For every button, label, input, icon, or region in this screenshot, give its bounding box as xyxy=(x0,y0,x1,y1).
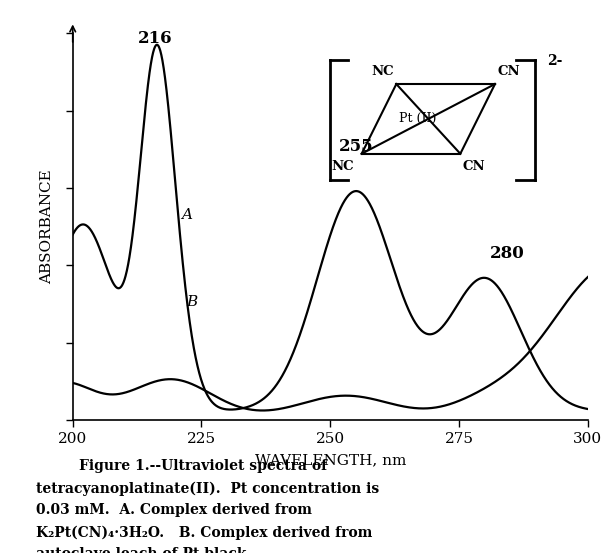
Text: 280: 280 xyxy=(490,244,525,262)
Text: 2-: 2- xyxy=(547,54,562,68)
Y-axis label: ABSORBANCE: ABSORBANCE xyxy=(40,169,54,284)
Text: CN: CN xyxy=(463,160,485,173)
Text: B: B xyxy=(186,295,198,309)
Text: NC: NC xyxy=(371,65,394,78)
Text: NC: NC xyxy=(331,160,354,173)
X-axis label: WAVELENGTH, nm: WAVELENGTH, nm xyxy=(255,453,406,467)
Text: K₂Pt(CN)₄·3H₂O.   B. Complex derived from: K₂Pt(CN)₄·3H₂O. B. Complex derived from xyxy=(36,525,373,540)
Text: Pt (II): Pt (II) xyxy=(399,112,436,126)
Text: A: A xyxy=(181,208,192,222)
Text: 216: 216 xyxy=(138,30,173,47)
Text: autoclave leach of Pt black.: autoclave leach of Pt black. xyxy=(36,547,251,553)
Text: CN: CN xyxy=(498,65,521,78)
Text: Figure 1.--Ultraviolet spectra of: Figure 1.--Ultraviolet spectra of xyxy=(79,459,327,473)
Text: tetracyanoplatinate(II).  Pt concentration is: tetracyanoplatinate(II). Pt concentratio… xyxy=(36,481,379,495)
Text: 255: 255 xyxy=(339,138,373,155)
Text: 0.03 mM.  A. Complex derived from: 0.03 mM. A. Complex derived from xyxy=(36,503,312,517)
